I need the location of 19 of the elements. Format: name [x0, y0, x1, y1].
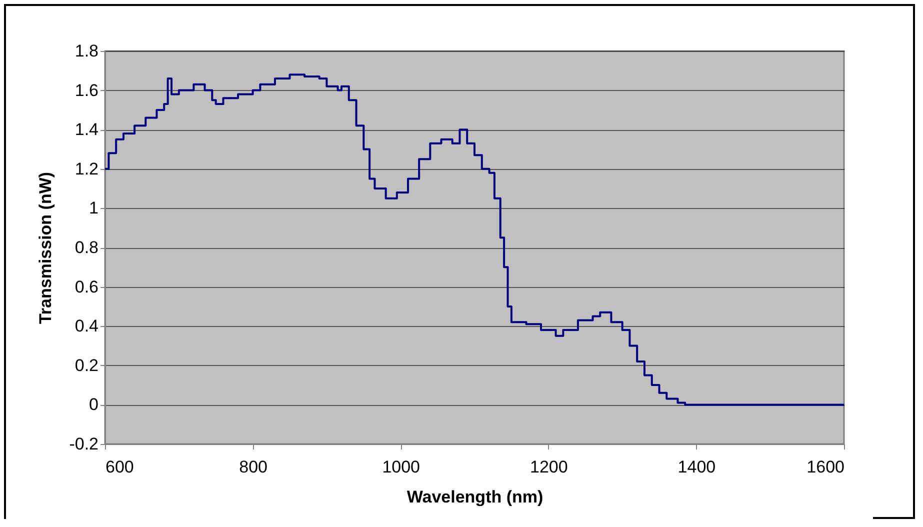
y-tick-label: 1.6: [74, 80, 98, 100]
y-tick-label: 0.4: [74, 316, 98, 336]
y-tick-label: 0.8: [74, 238, 98, 257]
y-tick-label: 1.8: [74, 42, 98, 60]
y-tick-label: 1.4: [74, 120, 98, 140]
x-tick-label: 1600: [806, 458, 844, 476]
x-tick-label: 1400: [678, 458, 716, 476]
x-tick-label: 1000: [382, 458, 420, 476]
y-tick-label: 0: [89, 395, 98, 414]
y-tick-label: -0.2: [69, 434, 98, 454]
x-tick-label: 1200: [530, 458, 568, 476]
y-axis-title: Transmission (nW): [36, 172, 56, 324]
x-axis-title: Wavelength (nm): [406, 488, 544, 506]
x-tick-label: 600: [106, 458, 134, 476]
y-tick-label: 1: [89, 198, 98, 218]
y-tick-label: 0.6: [74, 277, 98, 296]
y-tick-label: 1.2: [74, 159, 98, 178]
x-tick-label: 800: [239, 458, 268, 476]
y-tick-label: 0.2: [74, 356, 98, 375]
